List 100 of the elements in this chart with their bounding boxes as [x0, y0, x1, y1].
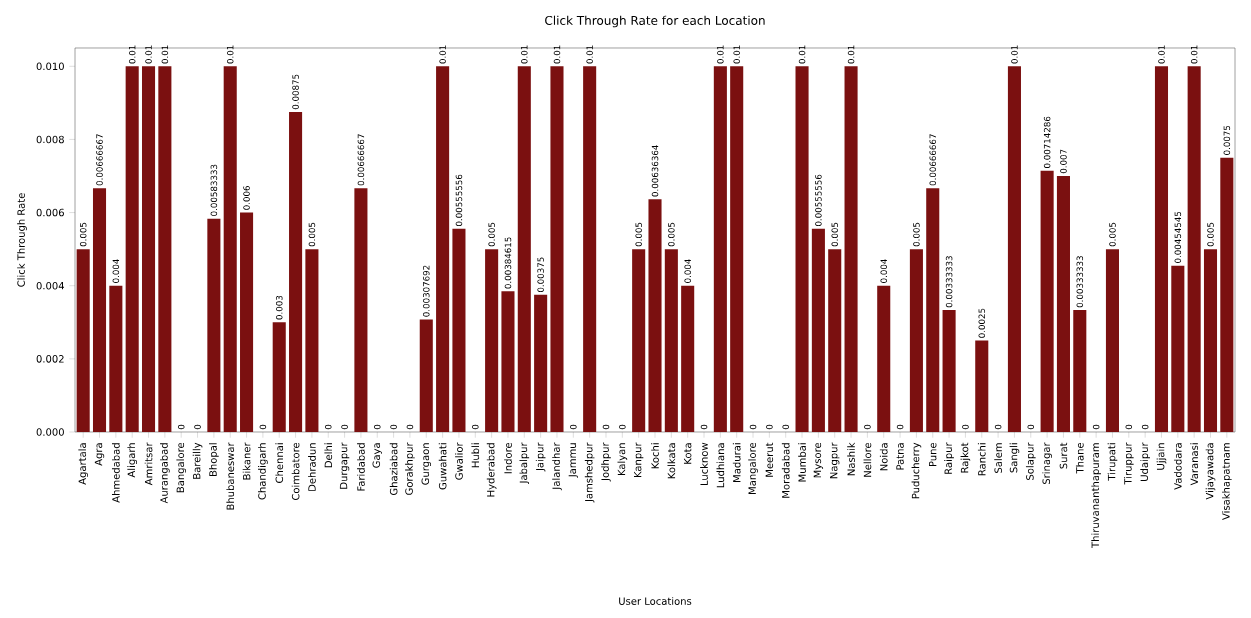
data-label: 0.004 — [880, 259, 888, 283]
data-label: 0.01 — [553, 45, 561, 64]
bar — [436, 66, 450, 432]
data-label: 0.005 — [913, 222, 920, 247]
data-label: 0 — [700, 424, 708, 430]
y-tick-label: 0.002 — [36, 355, 64, 363]
x-tick-label: Ludhiana — [716, 443, 725, 488]
bar — [76, 249, 90, 432]
x-tick-label: Tirupati — [1107, 443, 1118, 481]
x-tick-label: Varanasi — [1190, 443, 1199, 486]
data-label: 0.00555556 — [815, 174, 822, 226]
x-tick-label: Nashik — [847, 442, 855, 476]
x-tick-label: Agartala — [78, 443, 88, 485]
x-tick-label: Chandigarh — [258, 443, 268, 500]
bar — [207, 218, 221, 432]
x-tick-label: Dehradun — [308, 443, 316, 491]
data-label: 0.00714286 — [1043, 116, 1051, 168]
x-tick-label: Raipur — [944, 442, 954, 474]
x-tick-label: Tiruppur — [1123, 442, 1134, 485]
bar — [223, 66, 237, 432]
data-label: 0 — [390, 424, 397, 430]
bar — [272, 322, 286, 432]
data-label: 0.005 — [79, 222, 87, 247]
data-label: 0.00454545 — [1174, 211, 1182, 263]
y-tick-label: 0.010 — [36, 62, 64, 71]
x-tick-label: Aurangabad — [160, 443, 170, 504]
x-tick-label: Puducherry — [911, 442, 922, 499]
data-label: 0.0075 — [1223, 125, 1231, 155]
bar — [1187, 66, 1201, 432]
data-label: 0 — [782, 424, 789, 430]
bar — [354, 188, 368, 432]
y-tick-label: 0.000 — [36, 428, 64, 436]
data-label: 0.005 — [308, 222, 316, 247]
x-tick-label: Indore — [504, 442, 512, 474]
y-axis-title: Click Through Rate — [17, 193, 27, 287]
x-tick-label: Bhopal — [209, 443, 219, 476]
data-label: 0.005 — [1109, 222, 1116, 247]
data-label: 0.0025 — [978, 308, 986, 338]
data-label: 0.01 — [439, 45, 446, 64]
data-label: 0.01 — [161, 45, 169, 64]
bar — [583, 66, 597, 432]
data-label: 0.01 — [1011, 45, 1018, 64]
data-label: 0 — [1125, 424, 1133, 430]
data-label: 0.01 — [847, 45, 855, 64]
bar — [141, 66, 156, 432]
data-label: 0.00875 — [292, 74, 299, 110]
x-tick-label: Gwalior — [455, 442, 463, 480]
data-label: 0 — [619, 424, 626, 430]
data-label: 0.006 — [243, 186, 250, 210]
data-label: 0 — [864, 424, 871, 430]
bar — [1105, 249, 1119, 432]
data-label: 0 — [406, 424, 414, 430]
bar — [681, 285, 695, 432]
x-tick-label: Ahmedabad — [111, 443, 120, 503]
data-label: 0 — [766, 424, 773, 430]
data-label: 0.01 — [145, 45, 152, 64]
data-label: 0 — [341, 424, 348, 430]
x-tick-label: Pune — [929, 442, 937, 467]
x-tick-label: Solapur — [1025, 442, 1036, 480]
x-tick-label: Udaipur — [1140, 442, 1150, 481]
bar — [844, 66, 858, 432]
x-tick-label: Durgapur — [339, 442, 350, 489]
data-label: 0.00375 — [537, 257, 544, 293]
data-label: 0.005 — [831, 222, 838, 247]
data-label: 0 — [177, 424, 185, 430]
data-label: 0 — [194, 424, 201, 430]
x-tick-label: Kochi — [651, 443, 659, 469]
x-tick-label: Gaya — [372, 443, 382, 468]
x-tick-label: Bhubaneswar — [226, 442, 235, 510]
bar — [125, 66, 139, 432]
data-label: 0 — [602, 424, 610, 430]
bar — [240, 212, 254, 432]
x-tick-label: Vadodara — [1173, 443, 1182, 490]
x-tick-label: Ujjain — [1156, 443, 1167, 470]
x-tick-label: Gurgaon — [421, 443, 432, 485]
x-tick-label: Hubli — [471, 443, 480, 468]
data-label: 0 — [896, 424, 904, 430]
bar — [452, 228, 466, 432]
data-label: 0.00636364 — [651, 145, 659, 197]
data-label: 0.005 — [488, 222, 495, 247]
x-tick-label: Srinagar — [1042, 442, 1052, 485]
x-tick-label: Ranchi — [977, 443, 986, 476]
x-tick-label: Aligarh — [127, 443, 138, 478]
bar — [975, 340, 989, 432]
x-tick-label: Bareilly — [192, 442, 203, 479]
bar — [158, 66, 172, 432]
data-label: 0.005 — [1207, 222, 1214, 247]
data-label: 0.005 — [635, 222, 642, 247]
bar — [811, 228, 825, 432]
data-label: 0.01 — [1158, 45, 1165, 64]
bar — [485, 249, 499, 432]
chart-title: Click Through Rate for each Location — [545, 15, 765, 28]
y-tick-label: 0.008 — [36, 135, 64, 144]
bar — [1203, 249, 1218, 432]
x-tick-label: Kanpur — [634, 442, 644, 478]
x-tick-label: Jaipur — [535, 442, 546, 472]
bar — [517, 66, 531, 432]
x-tick-label: Jalandhar — [552, 442, 562, 491]
bar — [1040, 170, 1054, 432]
x-tick-label: Chennai — [275, 443, 284, 483]
